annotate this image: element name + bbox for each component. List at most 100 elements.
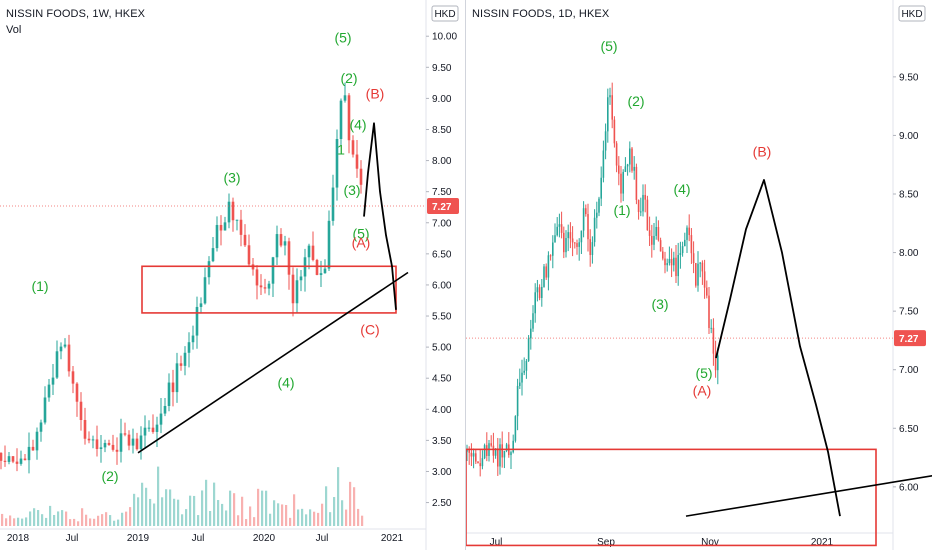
volume-bar	[1, 513, 4, 526]
candle-body	[569, 232, 572, 239]
candle-body	[657, 226, 660, 241]
candle-body	[7, 456, 11, 462]
volume-bar	[45, 517, 48, 526]
volume-bar	[193, 495, 196, 526]
candle-body	[534, 292, 536, 314]
volume-bar	[361, 515, 364, 526]
y-tick-label: 6.00	[432, 280, 452, 291]
weekly-chart-panel[interactable]: NISSIN FOODS, 1W, HKEX Vol HKD 2.50 3.00 3.…	[0, 0, 465, 550]
candle-body	[490, 443, 492, 446]
volume-bar	[233, 493, 236, 526]
candle-body	[127, 434, 131, 446]
candle-body	[468, 449, 470, 453]
candle-body	[591, 242, 594, 255]
volume-label: Vol	[6, 24, 22, 36]
candle-body	[231, 201, 235, 221]
candle-body	[163, 406, 167, 414]
candle-body	[0, 452, 3, 461]
volume-bar	[237, 515, 240, 526]
candle-body	[538, 287, 541, 298]
y-tick-label: 8.50	[899, 190, 919, 201]
candle-body	[675, 257, 677, 277]
panel-divider[interactable]	[465, 0, 466, 550]
candle-body	[355, 154, 359, 169]
wave-label: (2)	[101, 468, 118, 484]
y-tick-label: 6.00	[899, 482, 919, 493]
candle-body	[279, 234, 283, 246]
candle-body	[681, 246, 684, 254]
volume-bar	[13, 518, 16, 526]
candle-body	[629, 148, 631, 165]
candle-body	[472, 453, 475, 457]
candle-body	[111, 444, 115, 450]
candle-body	[554, 235, 556, 243]
wave-label: 1	[337, 141, 345, 157]
candle-body	[103, 442, 107, 448]
wave-label: (A)	[693, 382, 712, 398]
wave-label: (C)	[360, 322, 379, 338]
candle-body	[95, 439, 99, 449]
candle-body	[635, 166, 638, 200]
candle-body	[247, 245, 251, 265]
candle-body	[71, 371, 75, 384]
volume-bar	[357, 508, 360, 526]
x-tick-label: 2021	[811, 537, 834, 548]
candle-body	[271, 257, 275, 284]
candle-body	[633, 166, 635, 171]
volume-bar	[61, 510, 64, 526]
candle-body	[519, 382, 521, 386]
candle-body	[227, 201, 231, 223]
candle-body	[646, 199, 649, 231]
volume-bar	[101, 514, 104, 526]
candle-body	[510, 452, 512, 456]
wave-label: (B)	[366, 85, 385, 101]
volume-bar	[173, 498, 176, 526]
candle-body	[653, 235, 655, 245]
candle-body	[299, 276, 303, 281]
volume-bar	[161, 497, 164, 526]
candle-body	[263, 287, 267, 289]
candle-body	[267, 283, 271, 289]
candle-body	[115, 449, 119, 452]
volume-bar	[225, 510, 228, 526]
candle-body	[571, 238, 574, 243]
candle-body	[662, 251, 664, 259]
volume-bar	[157, 466, 160, 526]
volume-bar	[261, 490, 264, 526]
candle-body	[203, 277, 207, 304]
candle-body	[699, 262, 701, 264]
volume-bar	[309, 509, 312, 526]
volume-bar	[333, 497, 336, 526]
daily-chart-panel[interactable]: NISSIN FOODS, 1D, HKEX HKD 6.00 6.50 7.00 7.…	[466, 0, 932, 550]
daily-chart-canvas[interactable]: HKD 6.00 6.50 7.00 7.50 8.00 8.50 9.00 9.50 Jul Se…	[466, 0, 932, 550]
candle-body	[499, 444, 501, 467]
y-tick-label: 8.00	[899, 248, 919, 259]
volume-bar	[205, 479, 208, 526]
candle-body	[319, 273, 323, 275]
volume-bar	[9, 515, 12, 526]
candle-body	[466, 449, 468, 452]
candle-body	[565, 238, 567, 253]
candle-body	[706, 287, 708, 296]
currency-badge	[898, 5, 926, 22]
volume-bar	[5, 518, 8, 526]
candle-body	[75, 383, 79, 402]
candle-body	[536, 287, 539, 293]
candle-body	[67, 344, 71, 372]
candle-body	[23, 458, 27, 461]
support-zone-box	[466, 448, 877, 547]
candle-body	[119, 433, 123, 452]
x-tick-label: Jul	[490, 537, 503, 548]
candle-body	[677, 254, 679, 277]
volume-bar	[325, 486, 328, 526]
current-price-label: 7.27	[432, 202, 452, 213]
volume-bar	[49, 505, 52, 526]
volume-bar	[313, 511, 316, 526]
candle-body	[43, 397, 47, 423]
candle-body	[622, 171, 624, 194]
y-tick-label: 7.00	[899, 365, 919, 376]
projection-path	[715, 179, 841, 517]
volume-bar	[37, 510, 40, 526]
volume-bar	[337, 467, 340, 526]
weekly-chart-canvas[interactable]: HKD 2.50 3.00 3.50 4.00 4.50 5.00 5.50 6.00 6.50 7…	[0, 0, 465, 550]
